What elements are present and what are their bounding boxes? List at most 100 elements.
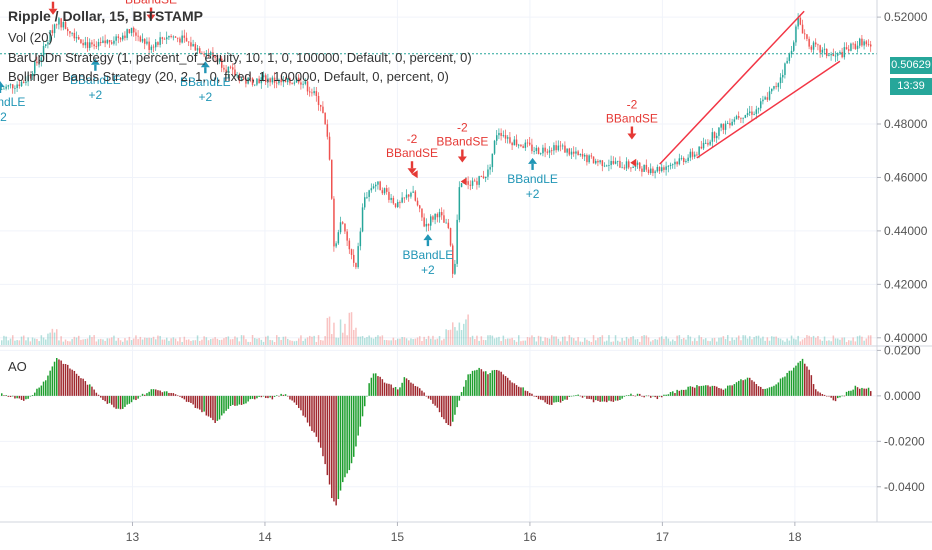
- volume-bar: [586, 339, 588, 345]
- ao-bar: [559, 395, 562, 403]
- candle-body: [496, 135, 498, 141]
- candle-body: [460, 183, 463, 188]
- candle-body: [124, 35, 126, 38]
- candle-body: [434, 213, 436, 220]
- candle-body: [18, 84, 21, 87]
- volume-bar: [755, 335, 758, 345]
- volume-bar: [485, 340, 487, 345]
- ao-bar: [364, 395, 366, 407]
- volume-bar: [531, 335, 533, 345]
- candle-body: [856, 45, 859, 49]
- candle-body: [141, 39, 144, 42]
- volume-bar: [832, 335, 835, 345]
- ao-bar: [784, 376, 786, 396]
- volume-bar: [20, 336, 23, 345]
- volume-bar: [179, 337, 181, 345]
- candle-body: [172, 36, 175, 38]
- volume-bar: [764, 340, 766, 345]
- ao-bar: [309, 395, 311, 427]
- ao-bar: [449, 395, 452, 427]
- ao-bar: [155, 389, 157, 396]
- volume-bar: [346, 335, 348, 345]
- ao-bar: [304, 395, 307, 418]
- candle-body: [16, 84, 18, 89]
- volume-bar: [683, 337, 685, 345]
- ao-bar: [262, 395, 265, 397]
- candle-body: [298, 77, 300, 83]
- candle-body: [817, 44, 819, 46]
- ao-bar: [51, 366, 54, 396]
- volume-bar: [570, 337, 573, 345]
- candle-body: [135, 32, 137, 36]
- volume-bar: [133, 338, 135, 345]
- volume-legend[interactable]: Vol (20): [8, 30, 53, 45]
- candle-body: [843, 47, 846, 58]
- ao-bar: [20, 395, 23, 400]
- candle-body: [355, 262, 357, 268]
- ao-bar: [113, 395, 115, 408]
- volume-bar: [214, 337, 216, 345]
- volume-bar: [870, 335, 872, 345]
- ao-bar: [298, 395, 300, 409]
- ao-bar: [38, 387, 40, 396]
- candle-body: [56, 24, 58, 26]
- volume-bar: [581, 341, 584, 345]
- ao-bar: [452, 395, 454, 422]
- barupdn-strategy-legend[interactable]: BarUpDn Strategy (1, percent_of_equity, …: [8, 50, 472, 65]
- ao-bar: [251, 395, 254, 399]
- candle-body: [36, 61, 38, 64]
- ao-bar: [229, 395, 232, 407]
- ao-bar: [104, 395, 106, 402]
- volume-bar: [262, 341, 265, 345]
- ao-bar: [553, 395, 555, 403]
- candle-body: [566, 148, 568, 153]
- candle-body: [192, 44, 194, 47]
- volume-bar: [647, 337, 650, 345]
- candle-body: [610, 161, 612, 166]
- ao-bar: [31, 395, 34, 396]
- ao-legend[interactable]: AO: [8, 359, 27, 374]
- volume-bar: [603, 341, 606, 345]
- volume-bar: [130, 340, 133, 345]
- long-arrow-head: [528, 157, 538, 164]
- candle-body: [786, 60, 788, 64]
- candle-body: [839, 51, 841, 54]
- candle-body: [353, 254, 355, 263]
- volume-bar: [89, 335, 91, 345]
- ao-bar: [128, 395, 131, 404]
- volume-bar: [350, 312, 353, 345]
- volume-bar: [652, 340, 654, 345]
- trendlines[interactable]: [659, 10, 841, 165]
- ao-bar: [793, 367, 795, 396]
- volume-bar: [192, 340, 194, 345]
- last-price-tag: 0.50629: [890, 57, 932, 74]
- ao-bar: [399, 387, 401, 396]
- volume-bar: [31, 337, 34, 345]
- candle-body: [331, 159, 333, 199]
- volume-bar: [342, 332, 344, 345]
- candle-body: [159, 37, 161, 45]
- ao-bar: [185, 395, 188, 402]
- candle-body: [432, 216, 434, 220]
- bollinger-strategy-legend[interactable]: Bollinger Bands Strategy (20, 2, 1, 0, f…: [8, 69, 449, 84]
- volume-bar: [515, 341, 518, 345]
- volume-bar: [216, 338, 219, 345]
- volume-bar: [27, 337, 29, 345]
- volume-bars: [1, 312, 872, 345]
- candle-body: [647, 169, 650, 174]
- volume-bar: [298, 338, 300, 345]
- ao-bar: [555, 395, 557, 403]
- chart-title: Ripple / Dollar, 15, BITSTAMP: [8, 8, 203, 24]
- volume-bar: [746, 338, 749, 345]
- volume-bar: [441, 340, 443, 345]
- ao-bar: [271, 395, 274, 400]
- ao-bar: [434, 395, 436, 406]
- ao-bar: [489, 372, 491, 396]
- candle-body: [713, 132, 716, 139]
- volume-bar: [291, 340, 293, 345]
- candle-body: [760, 101, 762, 109]
- volume-bar: [460, 330, 463, 345]
- ao-bar: [669, 392, 672, 396]
- volume-bar: [344, 323, 346, 345]
